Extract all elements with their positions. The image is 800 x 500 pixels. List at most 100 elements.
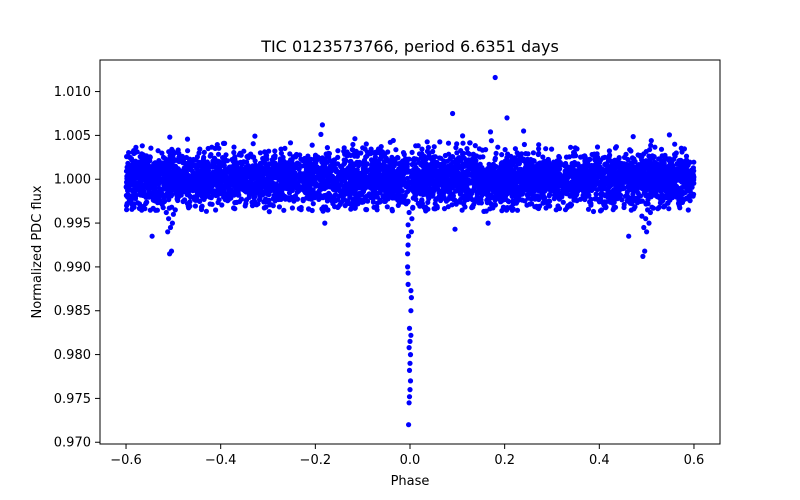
- data-point: [540, 177, 546, 183]
- data-point: [446, 151, 452, 157]
- data-point: [445, 140, 452, 146]
- data-point: [372, 168, 378, 174]
- data-point: [237, 176, 243, 182]
- data-point: [607, 167, 613, 173]
- data-point: [124, 180, 130, 186]
- data-point: [631, 173, 637, 179]
- data-point: [362, 195, 369, 201]
- data-point: [207, 201, 213, 207]
- data-point: [448, 165, 454, 171]
- data-point: [685, 207, 691, 213]
- data-point: [360, 178, 366, 184]
- data-point: [232, 206, 238, 212]
- data-point: [490, 205, 496, 211]
- data-point: [474, 191, 480, 197]
- data-point: [679, 188, 685, 194]
- data-point: [353, 148, 359, 154]
- data-point: [278, 146, 284, 152]
- data-point: [463, 161, 470, 167]
- data-point: [582, 153, 588, 159]
- data-point: [331, 182, 337, 188]
- data-point: [184, 136, 191, 142]
- data-point: [279, 187, 285, 193]
- data-point: [255, 183, 262, 189]
- data-point: [348, 206, 354, 212]
- data-point: [621, 185, 627, 191]
- data-point: [241, 159, 247, 165]
- data-point: [276, 204, 282, 210]
- data-point: [562, 207, 569, 213]
- data-point: [197, 146, 203, 152]
- data-point: [648, 142, 654, 148]
- data-point: [278, 150, 284, 156]
- data-point: [492, 197, 498, 203]
- data-point: [407, 180, 413, 187]
- data-point: [544, 184, 550, 190]
- data-point: [525, 186, 531, 193]
- data-point: [610, 172, 616, 178]
- data-point: [661, 204, 667, 210]
- data-point: [646, 173, 652, 179]
- data-point: [318, 195, 324, 201]
- data-point: [465, 150, 471, 156]
- data-point: [606, 182, 612, 188]
- data-point: [498, 184, 504, 190]
- data-point: [377, 163, 383, 169]
- data-point: [248, 171, 255, 177]
- data-point: [438, 195, 445, 201]
- data-point: [392, 156, 398, 163]
- data-point: [596, 160, 603, 166]
- data-point: [371, 161, 378, 167]
- data-point: [413, 143, 419, 149]
- data-point: [502, 147, 508, 153]
- data-point: [360, 165, 367, 171]
- data-point: [541, 171, 547, 177]
- data-point: [562, 183, 569, 189]
- data-point: [265, 175, 271, 181]
- data-point: [496, 171, 502, 177]
- data-point: [453, 198, 459, 204]
- data-point: [656, 156, 662, 162]
- data-point: [540, 154, 546, 160]
- data-point: [523, 167, 529, 173]
- data-point: [335, 148, 341, 154]
- data-point: [126, 175, 132, 182]
- data-point: [356, 159, 363, 165]
- data-point: [573, 192, 580, 198]
- data-point: [138, 160, 144, 166]
- data-point: [541, 198, 548, 204]
- data-point: [383, 175, 389, 181]
- data-point: [499, 191, 505, 197]
- data-point: [160, 205, 166, 211]
- data-point: [394, 193, 400, 200]
- data-point: [376, 184, 382, 190]
- data-point: [587, 199, 593, 205]
- data-point: [488, 138, 494, 144]
- data-point: [489, 186, 495, 192]
- data-point: [568, 144, 574, 150]
- data-point: [300, 158, 306, 164]
- data-point: [545, 158, 552, 165]
- data-point: [477, 154, 483, 160]
- data-point: [220, 140, 227, 146]
- data-point: [143, 199, 149, 206]
- data-point: [266, 209, 272, 215]
- data-point: [378, 144, 384, 150]
- data-point: [193, 197, 199, 203]
- data-point: [146, 194, 152, 200]
- data-point: [391, 181, 397, 187]
- data-point: [286, 195, 292, 201]
- data-point: [419, 146, 425, 152]
- data-point: [625, 169, 631, 175]
- data-point: [420, 181, 426, 187]
- data-point: [287, 151, 293, 157]
- data-point: [658, 146, 665, 152]
- data-point: [185, 148, 191, 154]
- data-point: [385, 158, 391, 164]
- data-point: [201, 149, 207, 155]
- data-point: [155, 165, 161, 171]
- data-point: [682, 158, 688, 165]
- data-point: [266, 192, 272, 198]
- data-point: [457, 191, 463, 197]
- data-point: [265, 180, 271, 186]
